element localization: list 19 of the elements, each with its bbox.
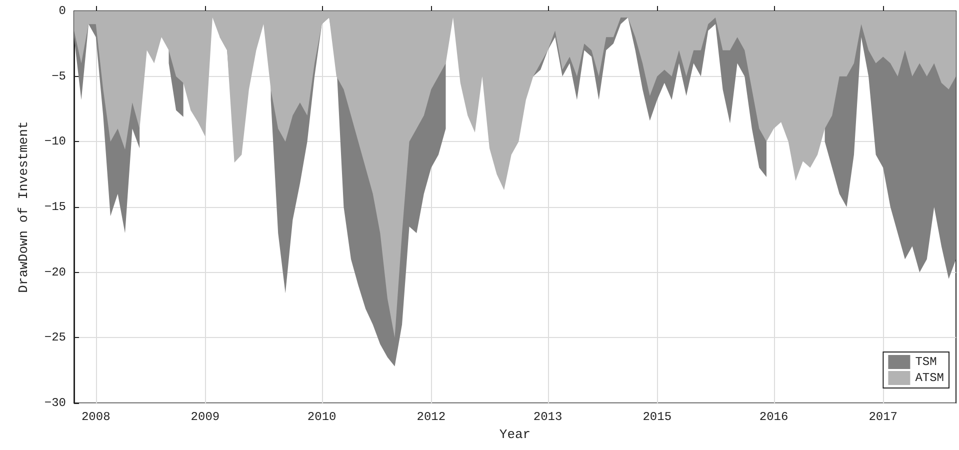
- x-tick-label: 2010: [307, 410, 336, 424]
- x-tick-label: 2012: [416, 410, 446, 424]
- y-tick-label: −5: [52, 69, 66, 84]
- legend-label: ATSM: [915, 371, 944, 385]
- x-tick-label: 2015: [642, 410, 672, 424]
- y-tick-label: −10: [44, 134, 66, 149]
- y-tick-label: −20: [44, 265, 66, 280]
- y-tick-label: −30: [44, 396, 66, 410]
- x-tick-label: 2017: [868, 410, 898, 424]
- x-axis-title: Year: [499, 426, 531, 442]
- x-tick-label: 2008: [81, 410, 110, 424]
- y-tick-label: −15: [44, 200, 66, 214]
- x-tick-label: 2013: [533, 410, 562, 424]
- y-tick-label: −25: [44, 330, 66, 345]
- x-tick-label: 2009: [190, 410, 220, 424]
- y-tick-label: 0: [58, 4, 66, 18]
- y-axis-title: DrawDown of Investment: [16, 121, 31, 293]
- legend-label: TSM: [915, 355, 937, 369]
- x-tick-label: 2016: [759, 410, 788, 424]
